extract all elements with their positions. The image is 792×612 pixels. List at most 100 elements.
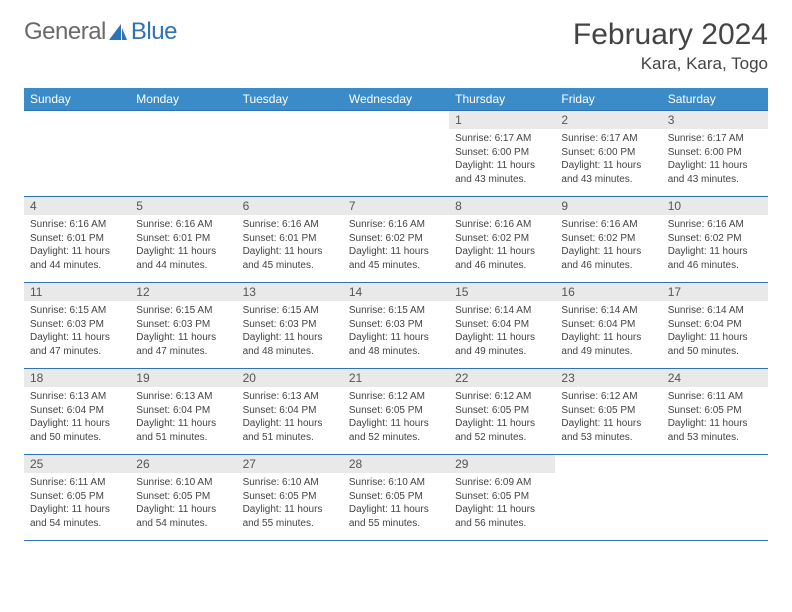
- location: Kara, Kara, Togo: [573, 54, 768, 74]
- weekday-header: Monday: [130, 88, 236, 111]
- calendar-week: ........1Sunrise: 6:17 AMSunset: 6:00 PM…: [24, 111, 768, 197]
- day-number: 16: [555, 283, 661, 301]
- day-details: Sunrise: 6:17 AMSunset: 6:00 PMDaylight:…: [555, 129, 661, 190]
- day-details: Sunrise: 6:15 AMSunset: 6:03 PMDaylight:…: [237, 301, 343, 362]
- calendar-cell: 21Sunrise: 6:12 AMSunset: 6:05 PMDayligh…: [343, 369, 449, 455]
- day-number: 12: [130, 283, 236, 301]
- calendar-cell: 13Sunrise: 6:15 AMSunset: 6:03 PMDayligh…: [237, 283, 343, 369]
- day-number: 26: [130, 455, 236, 473]
- calendar-cell: 17Sunrise: 6:14 AMSunset: 6:04 PMDayligh…: [662, 283, 768, 369]
- day-details: Sunrise: 6:17 AMSunset: 6:00 PMDaylight:…: [662, 129, 768, 190]
- calendar-cell: 6Sunrise: 6:16 AMSunset: 6:01 PMDaylight…: [237, 197, 343, 283]
- brand-sail-icon: [107, 22, 129, 42]
- day-details: Sunrise: 6:09 AMSunset: 6:05 PMDaylight:…: [449, 473, 555, 534]
- weekday-header: Wednesday: [343, 88, 449, 111]
- weekday-header: Thursday: [449, 88, 555, 111]
- day-number: 28: [343, 455, 449, 473]
- day-number: 6: [237, 197, 343, 215]
- day-number: 14: [343, 283, 449, 301]
- day-details: Sunrise: 6:13 AMSunset: 6:04 PMDaylight:…: [237, 387, 343, 448]
- day-details: Sunrise: 6:13 AMSunset: 6:04 PMDaylight:…: [24, 387, 130, 448]
- day-number: 5: [130, 197, 236, 215]
- day-number: 8: [449, 197, 555, 215]
- day-details: Sunrise: 6:16 AMSunset: 6:01 PMDaylight:…: [130, 215, 236, 276]
- calendar-cell: 29Sunrise: 6:09 AMSunset: 6:05 PMDayligh…: [449, 455, 555, 541]
- day-details: Sunrise: 6:14 AMSunset: 6:04 PMDaylight:…: [449, 301, 555, 362]
- calendar-week: 11Sunrise: 6:15 AMSunset: 6:03 PMDayligh…: [24, 283, 768, 369]
- day-details: Sunrise: 6:16 AMSunset: 6:02 PMDaylight:…: [662, 215, 768, 276]
- calendar-cell: 12Sunrise: 6:15 AMSunset: 6:03 PMDayligh…: [130, 283, 236, 369]
- calendar-cell: 15Sunrise: 6:14 AMSunset: 6:04 PMDayligh…: [449, 283, 555, 369]
- day-details: Sunrise: 6:16 AMSunset: 6:02 PMDaylight:…: [343, 215, 449, 276]
- day-details: Sunrise: 6:14 AMSunset: 6:04 PMDaylight:…: [662, 301, 768, 362]
- calendar-cell: 11Sunrise: 6:15 AMSunset: 6:03 PMDayligh…: [24, 283, 130, 369]
- calendar-cell: 28Sunrise: 6:10 AMSunset: 6:05 PMDayligh…: [343, 455, 449, 541]
- day-number: 22: [449, 369, 555, 387]
- day-number: 13: [237, 283, 343, 301]
- calendar-cell: 10Sunrise: 6:16 AMSunset: 6:02 PMDayligh…: [662, 197, 768, 283]
- day-details: Sunrise: 6:16 AMSunset: 6:01 PMDaylight:…: [237, 215, 343, 276]
- day-details: Sunrise: 6:15 AMSunset: 6:03 PMDaylight:…: [130, 301, 236, 362]
- day-number: 25: [24, 455, 130, 473]
- calendar-cell: 27Sunrise: 6:10 AMSunset: 6:05 PMDayligh…: [237, 455, 343, 541]
- day-details: Sunrise: 6:14 AMSunset: 6:04 PMDaylight:…: [555, 301, 661, 362]
- calendar-body: ........1Sunrise: 6:17 AMSunset: 6:00 PM…: [24, 111, 768, 542]
- month-title: February 2024: [573, 18, 768, 52]
- calendar-cell: ..: [662, 455, 768, 541]
- day-number: 15: [449, 283, 555, 301]
- day-number: 27: [237, 455, 343, 473]
- calendar-cell: 14Sunrise: 6:15 AMSunset: 6:03 PMDayligh…: [343, 283, 449, 369]
- day-details: Sunrise: 6:10 AMSunset: 6:05 PMDaylight:…: [237, 473, 343, 534]
- calendar-cell: 24Sunrise: 6:11 AMSunset: 6:05 PMDayligh…: [662, 369, 768, 455]
- day-details: Sunrise: 6:15 AMSunset: 6:03 PMDaylight:…: [24, 301, 130, 362]
- day-number: 24: [662, 369, 768, 387]
- title-block: February 2024 Kara, Kara, Togo: [573, 18, 768, 74]
- calendar-cell: 4Sunrise: 6:16 AMSunset: 6:01 PMDaylight…: [24, 197, 130, 283]
- calendar-week: 4Sunrise: 6:16 AMSunset: 6:01 PMDaylight…: [24, 197, 768, 283]
- calendar-cell: ..: [555, 455, 661, 541]
- day-details: Sunrise: 6:16 AMSunset: 6:02 PMDaylight:…: [555, 215, 661, 276]
- calendar-cell: ..: [343, 111, 449, 197]
- calendar-cell: 16Sunrise: 6:14 AMSunset: 6:04 PMDayligh…: [555, 283, 661, 369]
- day-details: Sunrise: 6:16 AMSunset: 6:02 PMDaylight:…: [449, 215, 555, 276]
- day-number: 11: [24, 283, 130, 301]
- day-number: 19: [130, 369, 236, 387]
- calendar-cell: 25Sunrise: 6:11 AMSunset: 6:05 PMDayligh…: [24, 455, 130, 541]
- calendar-cell: 1Sunrise: 6:17 AMSunset: 6:00 PMDaylight…: [449, 111, 555, 197]
- day-details: Sunrise: 6:17 AMSunset: 6:00 PMDaylight:…: [449, 129, 555, 190]
- day-number: 9: [555, 197, 661, 215]
- day-details: Sunrise: 6:10 AMSunset: 6:05 PMDaylight:…: [130, 473, 236, 534]
- weekday-header: Friday: [555, 88, 661, 111]
- day-number: 20: [237, 369, 343, 387]
- calendar-cell: 20Sunrise: 6:13 AMSunset: 6:04 PMDayligh…: [237, 369, 343, 455]
- day-details: Sunrise: 6:12 AMSunset: 6:05 PMDaylight:…: [449, 387, 555, 448]
- weekday-header: Tuesday: [237, 88, 343, 111]
- calendar-cell: 8Sunrise: 6:16 AMSunset: 6:02 PMDaylight…: [449, 197, 555, 283]
- day-number: 18: [24, 369, 130, 387]
- day-number: 21: [343, 369, 449, 387]
- day-number: 29: [449, 455, 555, 473]
- calendar-cell: 9Sunrise: 6:16 AMSunset: 6:02 PMDaylight…: [555, 197, 661, 283]
- calendar-cell: 5Sunrise: 6:16 AMSunset: 6:01 PMDaylight…: [130, 197, 236, 283]
- calendar-cell: 7Sunrise: 6:16 AMSunset: 6:02 PMDaylight…: [343, 197, 449, 283]
- day-number: 23: [555, 369, 661, 387]
- day-details: Sunrise: 6:11 AMSunset: 6:05 PMDaylight:…: [662, 387, 768, 448]
- calendar-cell: 22Sunrise: 6:12 AMSunset: 6:05 PMDayligh…: [449, 369, 555, 455]
- day-number: 7: [343, 197, 449, 215]
- calendar-cell: ..: [237, 111, 343, 197]
- calendar-cell: 26Sunrise: 6:10 AMSunset: 6:05 PMDayligh…: [130, 455, 236, 541]
- day-details: Sunrise: 6:15 AMSunset: 6:03 PMDaylight:…: [343, 301, 449, 362]
- day-number: 10: [662, 197, 768, 215]
- brand-logo: General Blue: [24, 18, 177, 46]
- day-number: 1: [449, 111, 555, 129]
- day-number: 4: [24, 197, 130, 215]
- weekday-header: Saturday: [662, 88, 768, 111]
- brand-part2: Blue: [131, 18, 177, 46]
- day-details: Sunrise: 6:13 AMSunset: 6:04 PMDaylight:…: [130, 387, 236, 448]
- calendar-cell: 3Sunrise: 6:17 AMSunset: 6:00 PMDaylight…: [662, 111, 768, 197]
- day-details: Sunrise: 6:12 AMSunset: 6:05 PMDaylight:…: [555, 387, 661, 448]
- calendar-week: 18Sunrise: 6:13 AMSunset: 6:04 PMDayligh…: [24, 369, 768, 455]
- calendar-cell: 18Sunrise: 6:13 AMSunset: 6:04 PMDayligh…: [24, 369, 130, 455]
- calendar-cell: 19Sunrise: 6:13 AMSunset: 6:04 PMDayligh…: [130, 369, 236, 455]
- weekday-header: Sunday: [24, 88, 130, 111]
